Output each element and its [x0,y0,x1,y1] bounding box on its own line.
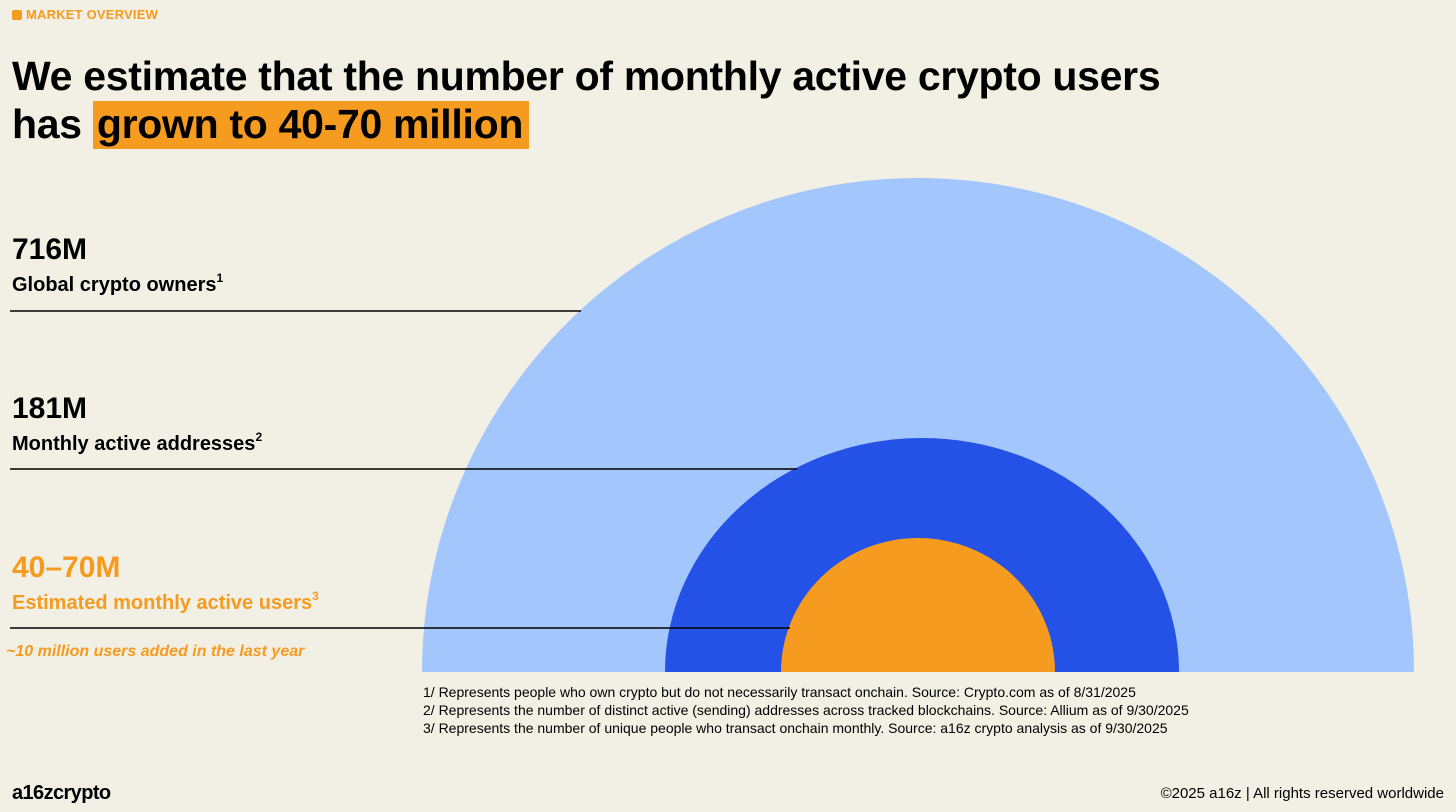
stat-global-owners: 716M Global crypto owners1 [12,233,223,297]
headline-line-1: We estimate that the number of monthly a… [12,53,1161,99]
headline-highlight: grown to 40-70 million [92,101,530,149]
headline-prefix: has [12,101,93,147]
footnotes: 1/ Represents people who own crypto but … [423,683,1189,737]
stat-value: 181M [12,392,88,425]
stat-label: Global crypto owners1 [12,271,224,296]
footnote-1: 1/ Represents people who own crypto but … [423,684,1136,700]
stat-value: 716M [12,233,88,266]
footnote-3: 3/ Represents the number of unique peopl… [423,720,1168,736]
section-tag-label: MARKET OVERVIEW [26,7,159,22]
headline: We estimate that the number of monthly a… [12,52,1312,149]
stat-label: Monthly active addresses2 [12,430,263,455]
active-users-semicircle [781,538,1055,672]
stat-active-addresses: 181M Monthly active addresses2 [12,392,262,456]
global-owners-semicircle [422,178,1414,672]
tag-square-icon [12,9,22,20]
footnote-ref: 2 [255,430,263,444]
stat-active-users: 40–70M Estimated monthly active users3 [12,551,319,615]
footnote-ref: 3 [312,589,319,603]
section-tag: MARKET OVERVIEW [12,7,158,22]
footnote-2: 2/ Represents the number of distinct act… [423,702,1189,718]
copyright: ©2025 a16z | All rights reserved worldwi… [1160,785,1444,802]
users-added-note: ~10 million users added in the last year [6,643,305,660]
stat-value: 40–70M [12,551,121,584]
stat-label: Estimated monthly active users3 [12,589,319,614]
brand-logo: a16zcrypto [12,782,111,804]
footnote-ref: 1 [216,271,224,285]
